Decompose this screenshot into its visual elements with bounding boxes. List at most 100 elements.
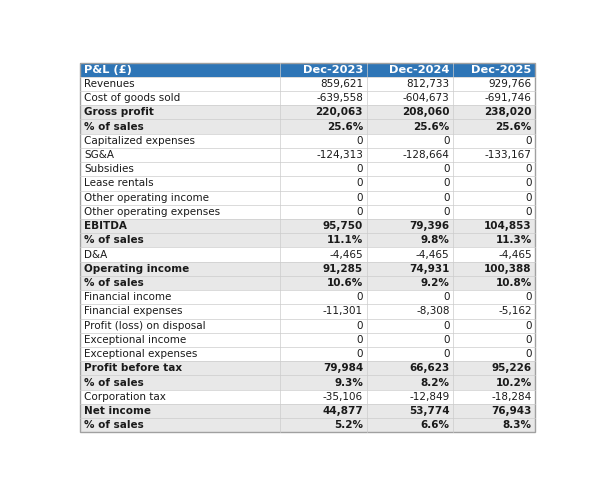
Text: % of sales: % of sales — [84, 278, 144, 288]
Bar — [80, 205, 535, 219]
Text: Cost of goods sold: Cost of goods sold — [84, 93, 181, 103]
Bar — [80, 304, 535, 319]
Text: % of sales: % of sales — [84, 122, 144, 132]
Text: 11.3%: 11.3% — [496, 235, 532, 245]
Text: 0: 0 — [443, 320, 449, 331]
Text: Other operating income: Other operating income — [84, 193, 209, 203]
Bar — [367, 63, 454, 77]
Text: 0: 0 — [443, 193, 449, 203]
Text: -35,106: -35,106 — [323, 392, 363, 402]
Bar — [80, 404, 535, 418]
Text: -604,673: -604,673 — [403, 93, 449, 103]
Text: % of sales: % of sales — [84, 235, 144, 245]
Text: -4,465: -4,465 — [329, 249, 363, 260]
Bar — [80, 105, 535, 120]
Text: 10.2%: 10.2% — [496, 378, 532, 388]
Text: -4,465: -4,465 — [416, 249, 449, 260]
Text: 0: 0 — [356, 320, 363, 331]
Text: 0: 0 — [443, 292, 449, 302]
Bar — [80, 134, 535, 148]
Bar — [80, 318, 535, 333]
Text: Dec-2023: Dec-2023 — [302, 65, 363, 74]
Bar — [80, 148, 535, 162]
Text: 100,388: 100,388 — [484, 264, 532, 274]
Text: 0: 0 — [356, 292, 363, 302]
Text: -124,313: -124,313 — [316, 150, 363, 160]
Text: 8.3%: 8.3% — [503, 420, 532, 430]
Text: 0: 0 — [525, 207, 532, 217]
Bar — [80, 247, 535, 262]
Text: 0: 0 — [356, 164, 363, 174]
Text: 0: 0 — [525, 349, 532, 359]
Text: 9.8%: 9.8% — [421, 235, 449, 245]
Text: Exceptional income: Exceptional income — [84, 335, 187, 345]
Bar — [80, 347, 535, 361]
Text: 812,733: 812,733 — [406, 79, 449, 89]
Text: 95,750: 95,750 — [323, 221, 363, 231]
Text: 0: 0 — [443, 207, 449, 217]
Text: 9.2%: 9.2% — [421, 278, 449, 288]
Bar — [80, 290, 535, 304]
Text: 0: 0 — [443, 136, 449, 146]
Text: 0: 0 — [356, 136, 363, 146]
Text: Operating income: Operating income — [84, 264, 190, 274]
Text: 11.1%: 11.1% — [327, 235, 363, 245]
Text: 220,063: 220,063 — [316, 107, 363, 117]
Text: 91,285: 91,285 — [323, 264, 363, 274]
Text: 9.3%: 9.3% — [334, 378, 363, 388]
Text: -8,308: -8,308 — [416, 306, 449, 317]
Bar — [80, 120, 535, 134]
Text: 25.6%: 25.6% — [496, 122, 532, 132]
Text: Dec-2024: Dec-2024 — [389, 65, 449, 74]
Bar — [80, 91, 535, 105]
Bar — [280, 63, 367, 77]
Text: 5.2%: 5.2% — [334, 420, 363, 430]
Bar — [80, 333, 535, 347]
Text: Lease rentals: Lease rentals — [84, 178, 154, 189]
Text: 859,621: 859,621 — [320, 79, 363, 89]
Text: 0: 0 — [356, 178, 363, 189]
Text: 0: 0 — [443, 164, 449, 174]
Text: Exceptional expenses: Exceptional expenses — [84, 349, 197, 359]
Bar — [80, 162, 535, 176]
Text: Subsidies: Subsidies — [84, 164, 134, 174]
Text: 25.6%: 25.6% — [327, 122, 363, 132]
Text: 0: 0 — [525, 292, 532, 302]
Bar — [80, 361, 535, 375]
Bar — [80, 191, 535, 205]
Bar — [80, 77, 535, 91]
Bar — [80, 233, 535, 247]
Text: Profit before tax: Profit before tax — [84, 363, 182, 373]
Text: 0: 0 — [525, 320, 532, 331]
Bar — [80, 219, 535, 233]
Text: 74,931: 74,931 — [409, 264, 449, 274]
Text: 0: 0 — [443, 335, 449, 345]
Text: 79,396: 79,396 — [409, 221, 449, 231]
Text: Other operating expenses: Other operating expenses — [84, 207, 220, 217]
Text: 53,774: 53,774 — [409, 406, 449, 416]
Text: 0: 0 — [356, 207, 363, 217]
Bar — [80, 176, 535, 191]
Bar — [80, 390, 535, 404]
Bar — [80, 262, 535, 276]
Text: % of sales: % of sales — [84, 420, 144, 430]
Text: -18,284: -18,284 — [491, 392, 532, 402]
Text: Gross profit: Gross profit — [84, 107, 154, 117]
Text: 0: 0 — [525, 136, 532, 146]
Text: 0: 0 — [356, 193, 363, 203]
Text: SG&A: SG&A — [84, 150, 114, 160]
Text: D&A: D&A — [84, 249, 107, 260]
Text: 0: 0 — [525, 193, 532, 203]
Text: 25.6%: 25.6% — [413, 122, 449, 132]
Text: % of sales: % of sales — [84, 378, 144, 388]
Text: 44,877: 44,877 — [322, 406, 363, 416]
Bar — [80, 375, 535, 390]
Text: 66,623: 66,623 — [409, 363, 449, 373]
Bar — [80, 276, 535, 290]
Text: 76,943: 76,943 — [491, 406, 532, 416]
Text: Corporation tax: Corporation tax — [84, 392, 166, 402]
Text: Revenues: Revenues — [84, 79, 135, 89]
Text: -691,746: -691,746 — [485, 93, 532, 103]
Text: Financial expenses: Financial expenses — [84, 306, 183, 317]
Bar — [80, 418, 535, 432]
